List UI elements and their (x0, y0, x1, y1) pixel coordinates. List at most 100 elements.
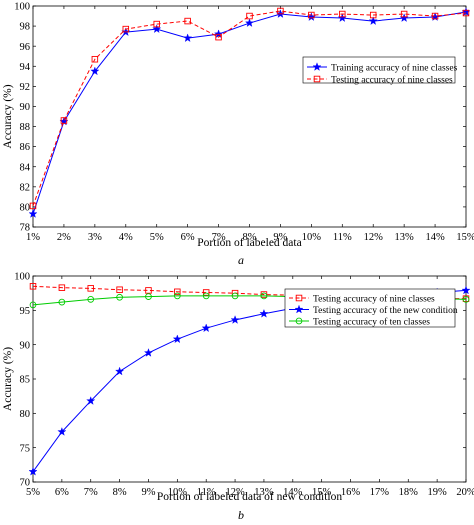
data-point-testing-accuracy-of-nine-classes (29, 283, 37, 290)
data-point-testing-accuracy-of-nine-classes (462, 9, 470, 17)
y-tick-label: 80 (20, 203, 31, 214)
data-point-testing-accuracy-of-nine-classes (153, 20, 160, 28)
x-tick-label: 12% (364, 232, 384, 243)
y-tick-label: 75 (20, 443, 31, 454)
series-line-testing-accuracy-of-nine-classes (32, 10, 467, 207)
x-tick-label: 2% (57, 232, 71, 243)
x-tick-label: 15% (312, 487, 332, 498)
data-point-testing-accuracy-of-the-new-condition (28, 466, 38, 476)
data-point-testing-accuracy-of-nine-classes (184, 17, 191, 25)
data-point-testing-accuracy-of-nine-classes (174, 288, 181, 296)
legend-b: Testing accuracy of nine classesTesting … (284, 288, 458, 328)
x-tick-label: 7% (212, 232, 226, 243)
x-tick-label: 15% (456, 232, 474, 243)
data-point-testing-accuracy-of-the-new-condition (57, 427, 67, 436)
data-point-testing-accuracy-of-nine-classes (202, 289, 210, 296)
data-point-testing-accuracy-of-the-new-condition (201, 323, 211, 333)
y-tick-label: 100 (14, 2, 30, 13)
x-axis-title-b: Portion of labeled data of new condition (157, 491, 342, 503)
data-point-testing-accuracy-of-nine-classes (308, 11, 315, 19)
x-tick-label: 13% (254, 487, 274, 498)
data-point-training-accuracy-of-nine-classes (244, 18, 255, 27)
y-tick-label: 92 (20, 82, 31, 93)
legend-items-b: Testing accuracy of nine classesTesting … (289, 294, 458, 328)
y-axis-title-b: Accuracy (%) (2, 347, 14, 411)
data-point-testing-accuracy-of-ten-classes (29, 301, 37, 309)
legend-marker-training-accuracy-of-nine-classes (312, 62, 322, 71)
data-point-testing-accuracy-of-ten-classes (202, 292, 210, 300)
data-point-training-accuracy-of-nine-classes (90, 66, 100, 76)
x-tick-label: 8% (113, 487, 127, 498)
data-point-testing-accuracy-of-nine-classes (58, 284, 66, 291)
data-point-testing-accuracy-of-nine-classes (60, 117, 68, 124)
x-axis-title-a: Portion of labeled data (197, 237, 301, 249)
data-point-testing-accuracy-of-ten-classes (145, 293, 152, 300)
x-tick-label: 5% (150, 232, 164, 243)
x-tick-label: 19% (428, 487, 448, 498)
y-tick-label: 96 (20, 42, 31, 53)
x-tick-label: 13% (395, 232, 415, 243)
data-point-testing-accuracy-of-ten-classes (462, 295, 470, 303)
x-tick-label: 17% (370, 487, 390, 498)
y-tick-label: 94 (20, 62, 31, 73)
data-point-testing-accuracy-of-nine-classes (29, 202, 37, 210)
y-tick-label: 98 (20, 22, 31, 33)
y-tick-label: 78 (20, 223, 31, 234)
y-axis-title-a: Accuracy (%) (2, 84, 14, 148)
data-point-training-accuracy-of-nine-classes (183, 33, 193, 43)
chart-panel-a: 1% 2% 3% 4% 5% 6% 7% 8% 9% 10% 11% 12% 13% 14% 15% 78 80… (2, 2, 474, 267)
x-tick-label: 18% (399, 487, 419, 498)
y-tick-label: 80 (20, 409, 31, 420)
x-tick-label: 20% (456, 487, 474, 498)
data-point-testing-accuracy-of-nine-classes (116, 286, 123, 293)
x-tick-label: 3% (88, 232, 102, 243)
data-point-testing-accuracy-of-the-new-condition (115, 366, 125, 376)
data-point-training-accuracy-of-nine-classes (214, 29, 224, 39)
legend-label-training-accuracy-of-nine-classes: Training accuracy of nine classes (331, 63, 458, 74)
data-point-training-accuracy-of-nine-classes (368, 16, 378, 25)
legend-label-testing-accuracy-of-nine-classes: Testing accuracy of nine classes (313, 294, 435, 305)
data-point-testing-accuracy-of-the-new-condition (230, 315, 240, 324)
y-tick-label: 90 (20, 102, 31, 113)
data-point-training-accuracy-of-nine-classes (152, 24, 162, 33)
data-point-testing-accuracy-of-the-new-condition (259, 308, 269, 318)
x-tick-label: 4% (119, 232, 133, 243)
data-point-testing-accuracy-of-the-new-condition (86, 396, 96, 405)
chart-panel-b: 5% 6% 7% 8% 9% 10% 11% 12% 13% 14% 15% 16% 17% 18% 19%… (2, 272, 474, 522)
legend-a: Training accuracy of nine classesTesting… (302, 56, 458, 86)
x-tick-label: 8% (243, 232, 257, 243)
x-tick-label: 6% (55, 487, 69, 498)
data-point-testing-accuracy-of-nine-classes (369, 11, 377, 19)
data-point-testing-accuracy-of-the-new-condition (461, 285, 471, 295)
x-tick-label: 14% (425, 232, 445, 243)
data-point-testing-accuracy-of-ten-classes (260, 292, 268, 300)
x-tick-label: 11% (197, 487, 216, 498)
data-point-training-accuracy-of-nine-classes (28, 209, 38, 218)
legend-label-testing-accuracy-of-the-new-condition: Testing accuracy of the new condition (313, 305, 458, 316)
legend-marker-testing-accuracy-of-the-new-condition (294, 304, 304, 314)
legend-label-testing-accuracy-of-nine-classes: Testing accuracy of nine classes (331, 75, 453, 86)
series-group-a (28, 7, 471, 218)
legend-items-a: Training accuracy of nine classesTesting… (307, 62, 458, 86)
legend-marker-testing-accuracy-of-nine-classes (313, 75, 321, 83)
data-point-testing-accuracy-of-nine-classes (400, 10, 408, 18)
data-point-testing-accuracy-of-the-new-condition (172, 334, 182, 344)
legend-marker-testing-accuracy-of-nine-classes (295, 294, 303, 302)
data-point-testing-accuracy-of-ten-classes (116, 293, 123, 301)
y-tick-label: 86 (20, 142, 31, 153)
legend-label-testing-accuracy-of-ten-classes: Testing accuracy of ten classes (313, 317, 430, 328)
data-point-testing-accuracy-of-nine-classes (87, 285, 94, 292)
y-tick-label: 82 (20, 182, 31, 193)
x-tick-label: 12% (225, 487, 245, 498)
x-tick-label: 14% (283, 487, 303, 498)
data-point-testing-accuracy-of-nine-classes (431, 12, 439, 20)
y-tick-label: 70 (20, 478, 31, 489)
data-point-testing-accuracy-of-nine-classes (277, 7, 284, 15)
x-tick-label: 16% (341, 487, 361, 498)
x-tick-label: 9% (141, 487, 155, 498)
data-point-testing-accuracy-of-nine-classes (339, 10, 346, 18)
data-point-testing-accuracy-of-ten-classes (87, 295, 95, 303)
data-point-testing-accuracy-of-ten-classes (173, 292, 181, 300)
panel-label-a: a (238, 253, 244, 267)
